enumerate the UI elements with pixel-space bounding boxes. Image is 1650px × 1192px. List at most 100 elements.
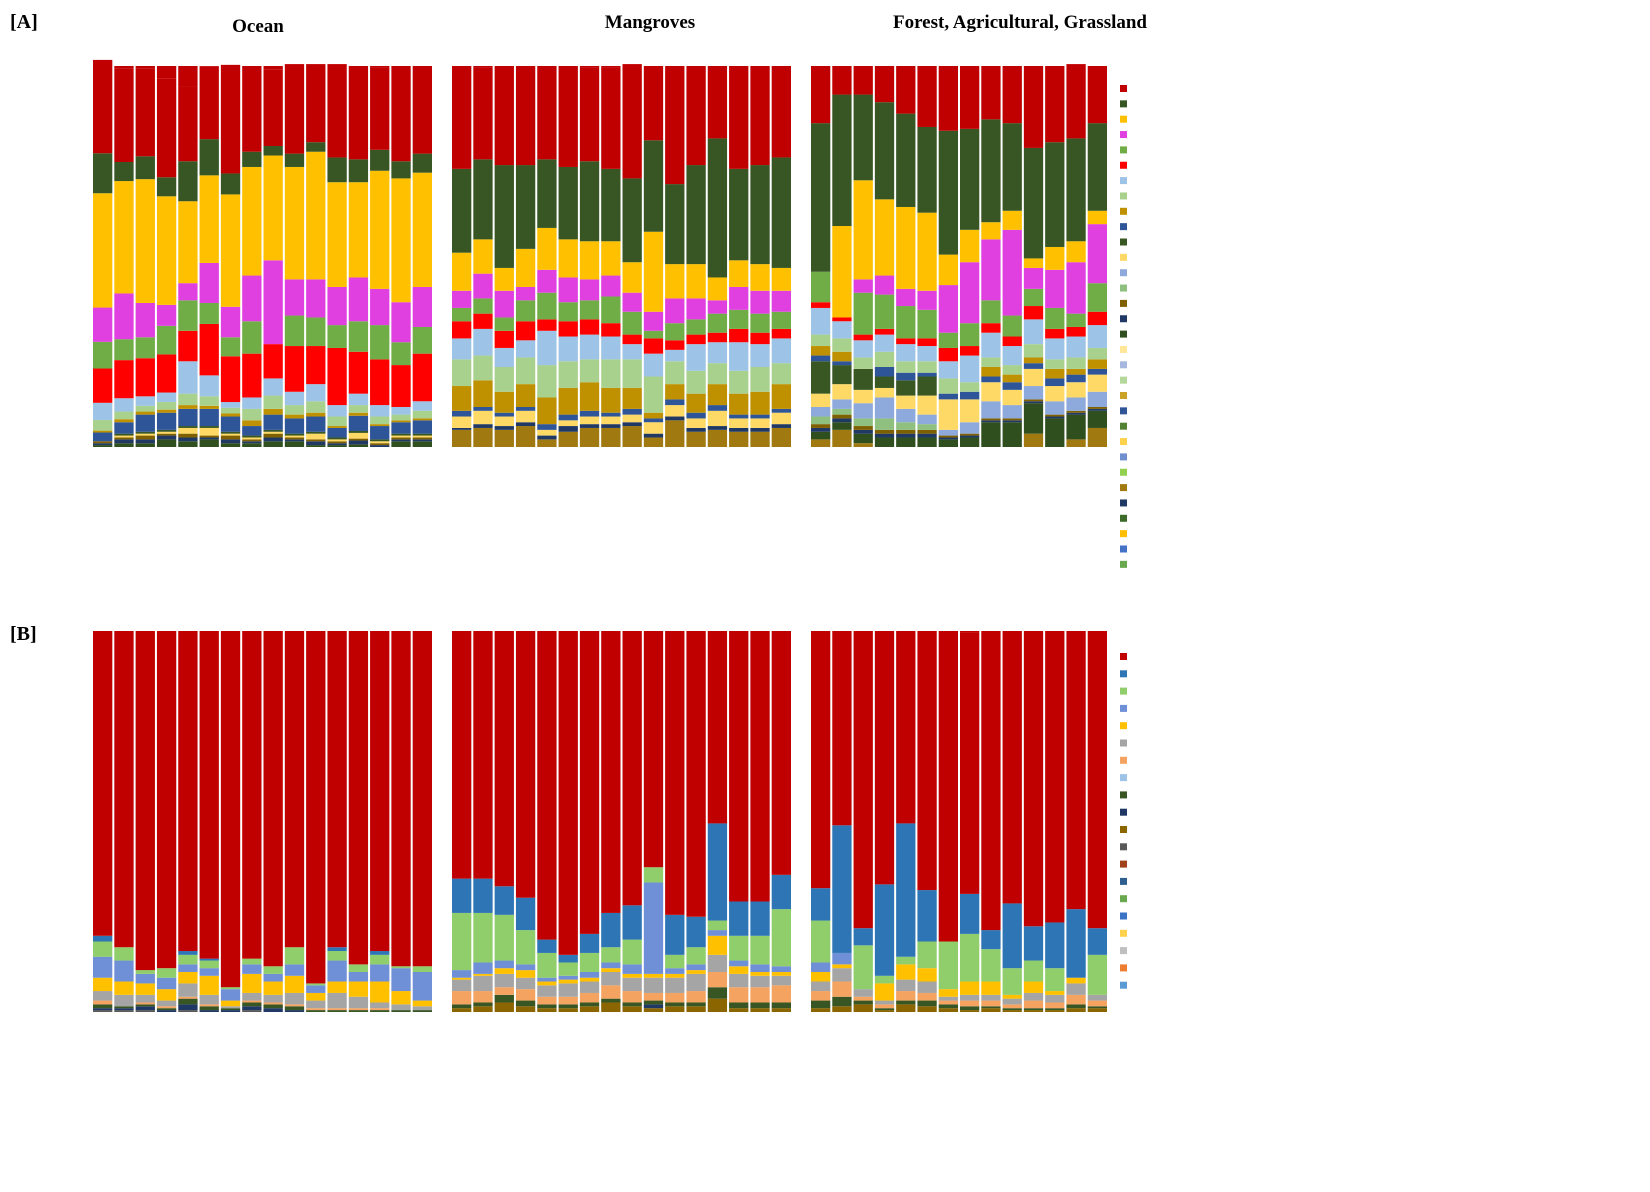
bar-segment [981, 239, 1001, 301]
bar-segment [263, 66, 283, 70]
group-title-ocean: Ocean [232, 16, 284, 37]
bar-segment [114, 439, 134, 444]
bar-segment [391, 991, 411, 1005]
bar-segment [686, 631, 706, 917]
bar-segment [537, 996, 557, 1005]
bar-segment [114, 360, 134, 399]
bar-segment [601, 985, 621, 999]
bar-segment [306, 384, 326, 402]
bar-segment [874, 294, 895, 329]
bar-segment [135, 443, 155, 447]
bar-segment [178, 951, 198, 955]
bar-segment [284, 631, 305, 948]
bar-segment [707, 342, 728, 364]
bar-segment [242, 151, 262, 167]
bar-segment [896, 372, 916, 381]
bar-segment [874, 328, 895, 335]
bar-segment [1045, 1008, 1065, 1011]
bar-segment [114, 419, 134, 423]
bar-segment [263, 433, 283, 438]
bar-segment [601, 168, 621, 242]
bar-segment [558, 1008, 578, 1012]
bar-segment [1066, 262, 1086, 314]
bar-segment [412, 441, 432, 447]
bar-segment [135, 970, 155, 974]
bar-segment [156, 177, 177, 197]
bar-segment [665, 914, 685, 955]
bar-segment [178, 393, 198, 406]
bar-segment [327, 325, 347, 348]
bar-segment [558, 1004, 578, 1009]
bar-segment [156, 325, 177, 355]
bar-segment [537, 985, 557, 997]
bar-segment [960, 66, 980, 129]
bar-segment [1045, 401, 1065, 415]
bar-segment [348, 444, 369, 447]
bar-segment [750, 313, 770, 333]
bar-segment [917, 361, 937, 373]
bar-segment [832, 399, 852, 409]
bar-segment [853, 357, 873, 369]
bar-segment [686, 916, 706, 948]
bar-segment [558, 983, 578, 997]
bar-segment [981, 981, 1001, 995]
bar-segment [558, 954, 578, 963]
bar-segment [1045, 631, 1065, 923]
legend-swatch [1120, 376, 1127, 384]
bar-segment [242, 443, 262, 447]
bar-segment [199, 1004, 219, 1007]
bar-segment [771, 966, 791, 972]
bar-segment [811, 334, 831, 347]
bar-segment [643, 412, 664, 419]
bar-segment [832, 422, 852, 430]
bar-segment [750, 1002, 770, 1009]
bar-segment [686, 1002, 706, 1007]
bar-segment [665, 340, 685, 350]
bar-segment [938, 393, 958, 400]
bar-segment [643, 631, 664, 868]
bar-segment [199, 262, 219, 303]
bar-segment [686, 1006, 706, 1012]
bar-segment [1023, 344, 1044, 358]
bar-segment [135, 1006, 155, 1011]
bar-segment [199, 405, 219, 409]
legend-swatch [1120, 739, 1127, 747]
bar-segment [93, 956, 113, 978]
bar-segment [686, 298, 706, 320]
bar-segment [178, 441, 198, 447]
bar-segment [391, 406, 411, 415]
bar-segment [579, 933, 600, 953]
bar-segment [1066, 374, 1086, 383]
bar-segment [832, 384, 852, 400]
bar-segment [537, 397, 557, 425]
bar-segment [1002, 346, 1022, 366]
bar-segment [284, 437, 305, 440]
bar-segment [874, 66, 895, 103]
bar-segment [686, 991, 706, 1003]
bar-segment [665, 405, 685, 417]
bar-segment [135, 414, 155, 432]
bar-segment [558, 414, 578, 421]
bar-segment [960, 229, 980, 263]
bar-segment [93, 1010, 113, 1012]
bar-segment [896, 956, 916, 965]
bar-segment [1045, 359, 1065, 369]
bar-segment [452, 416, 472, 428]
bar-segment [284, 439, 305, 442]
bar-segment [284, 418, 305, 434]
bar-segment [896, 338, 916, 345]
bar-segment [665, 264, 685, 299]
bar-segment [1087, 408, 1107, 411]
bar-segment [93, 432, 113, 442]
bar-segment [853, 66, 873, 95]
bar-segment [1023, 1000, 1044, 1009]
bar-segment [220, 173, 241, 195]
bar-segment [981, 323, 1001, 333]
bar-segment [981, 994, 1001, 1001]
bar-segment [515, 410, 536, 423]
bar-segment [263, 429, 283, 432]
bar-segment [853, 340, 873, 358]
bar-segment [686, 947, 706, 965]
bar-segment [494, 165, 514, 268]
bar-segment [981, 418, 1001, 421]
